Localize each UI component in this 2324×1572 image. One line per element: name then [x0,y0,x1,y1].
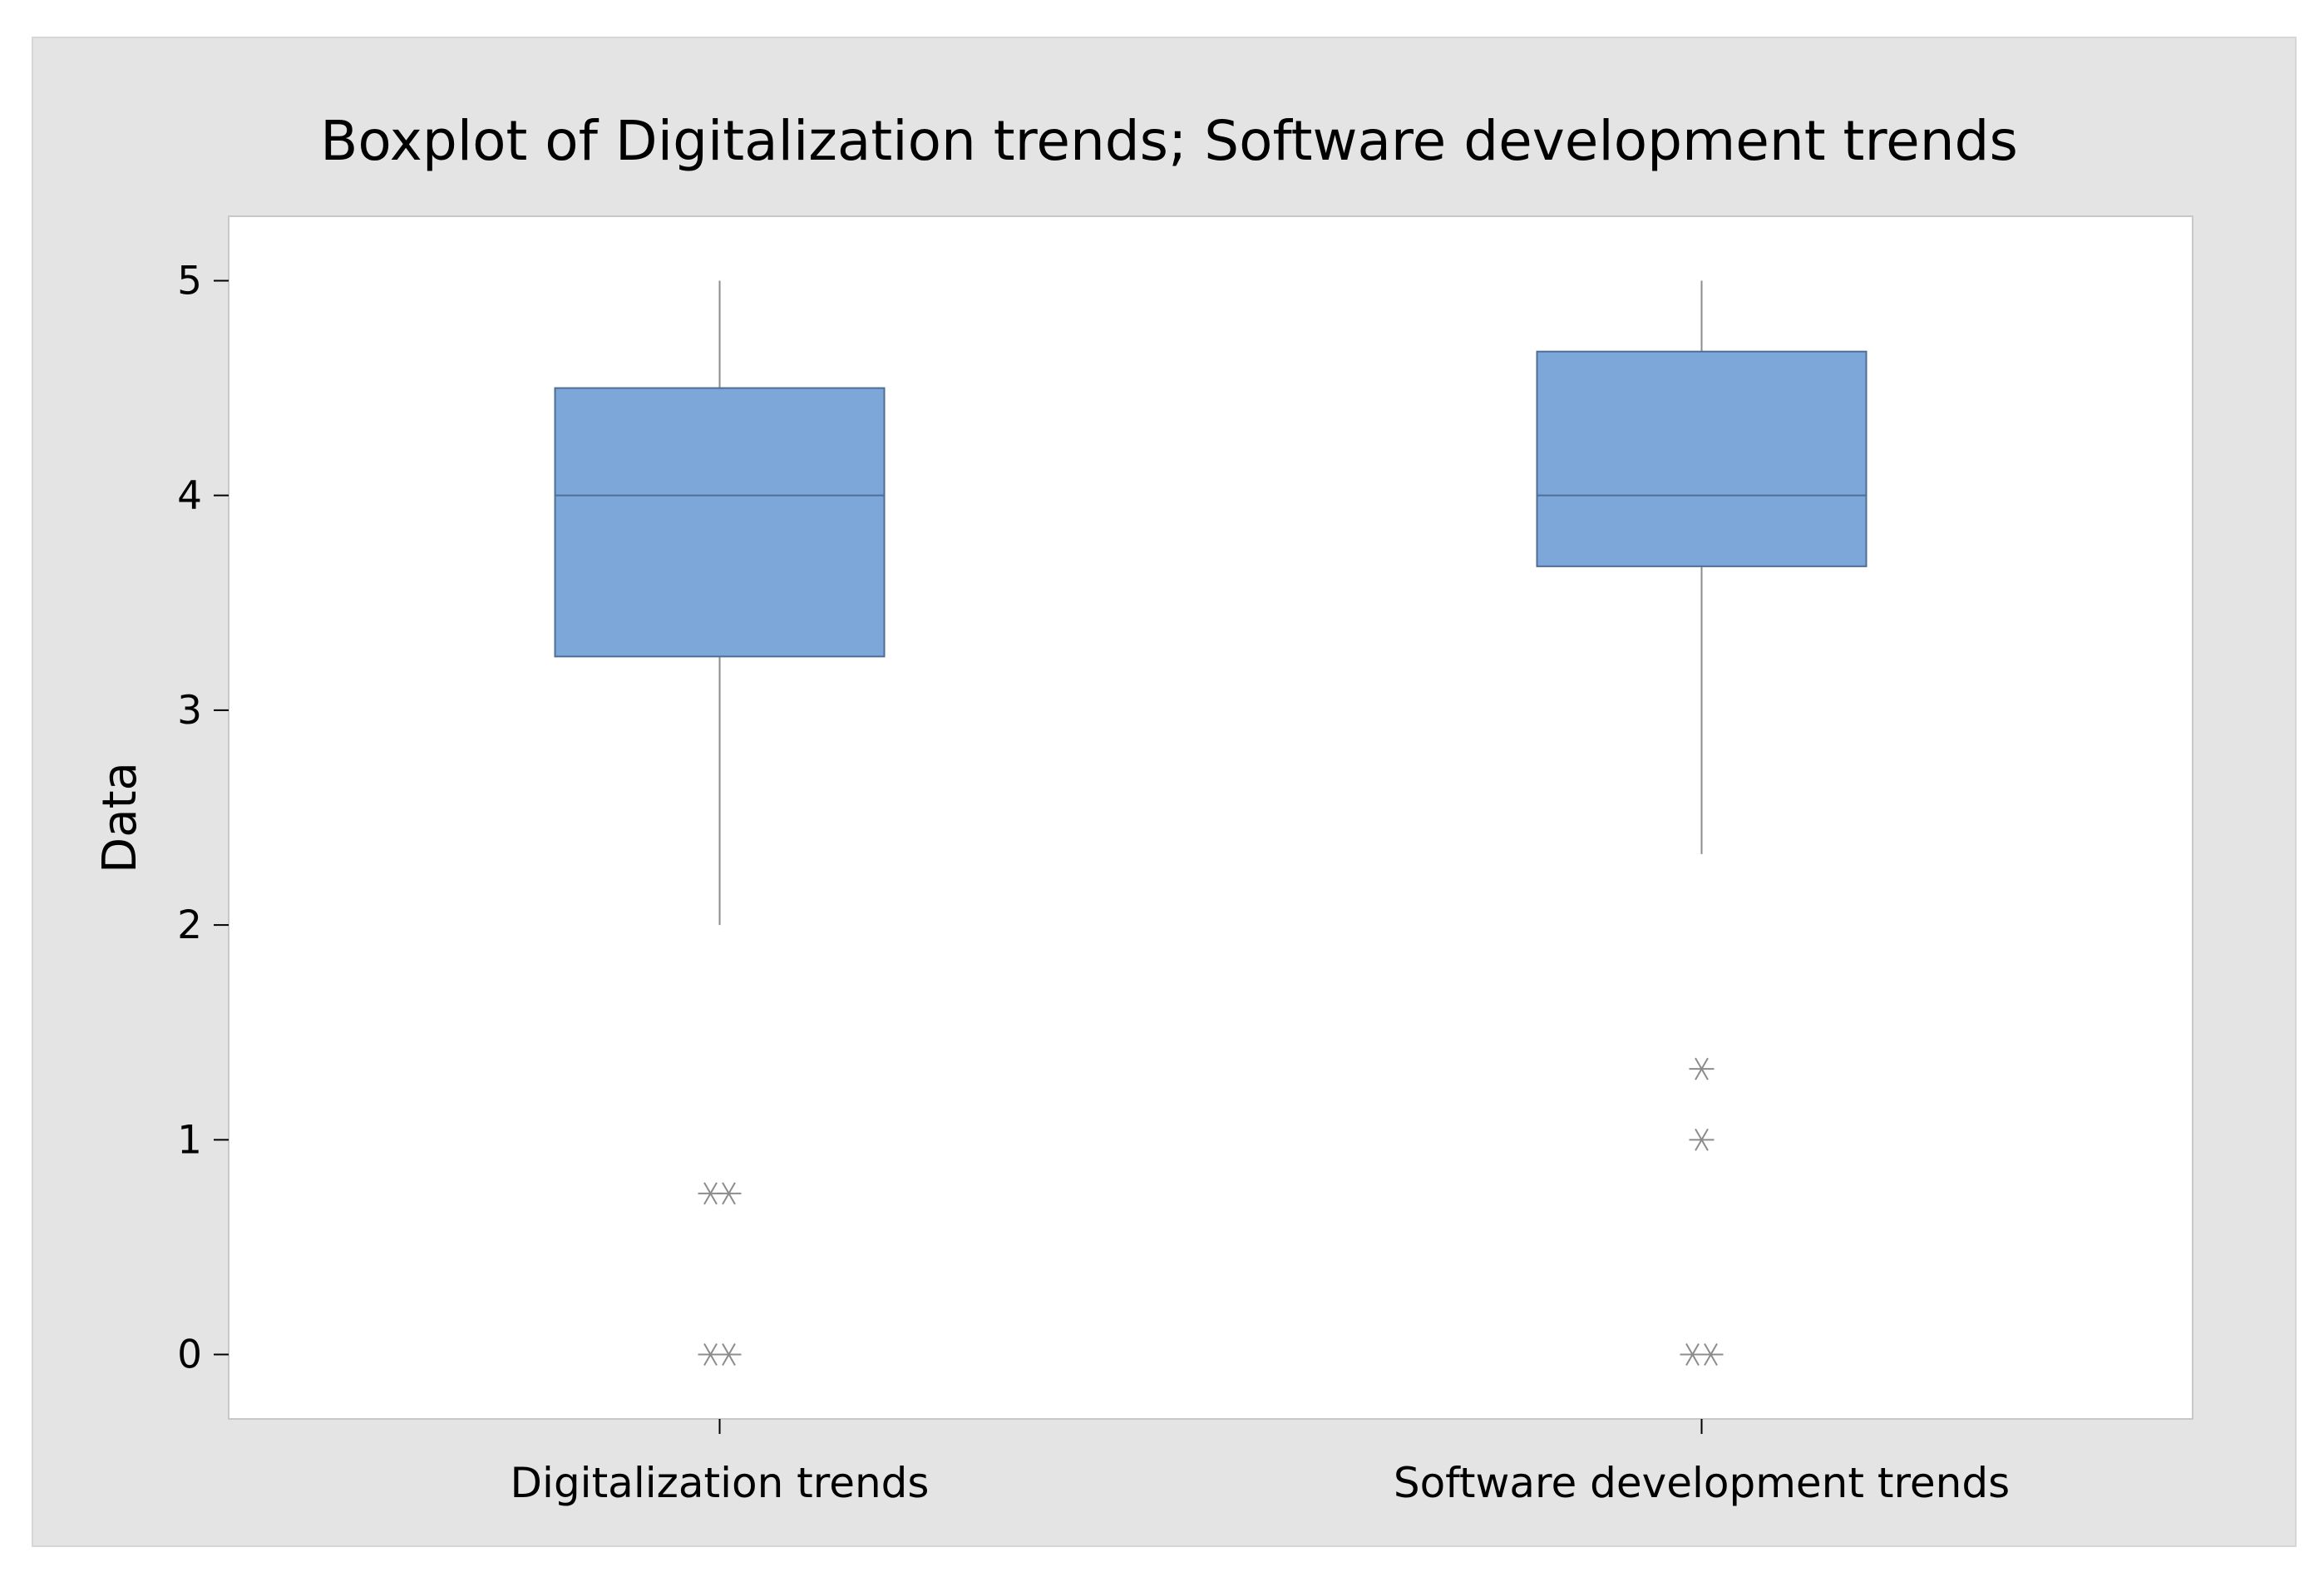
box-group [554,280,886,1367]
outlier-marker [1698,1343,1724,1367]
x-category-label: Software development trends [1394,1459,2010,1507]
y-tick-label: 1 [177,1117,202,1163]
box-group [1536,280,1868,1367]
box-series [554,280,1868,1367]
outlier-marker [716,1182,742,1205]
y-tick-label: 4 [177,473,202,519]
plot-area [228,215,2193,1420]
y-tick-label: 2 [177,902,202,948]
y-tick-label: 5 [177,258,202,304]
iqr-box [554,387,886,658]
outlier-marker [1689,1128,1715,1151]
y-tick-label: 3 [177,688,202,734]
x-axis-categories: Digitalization trends Software developmen… [511,1419,2010,1507]
x-category-label: Digitalization trends [511,1459,930,1507]
chart-title: Boxplot of Digitalization trends; Softwa… [320,109,2018,173]
iqr-box [1536,350,1868,567]
y-axis-label: Data [93,762,147,873]
outlier-marker [1689,1057,1715,1080]
outlier-marker [716,1343,742,1367]
y-tick-label: 0 [177,1332,202,1378]
y-axis: 0 1 2 3 4 5 [177,258,229,1378]
